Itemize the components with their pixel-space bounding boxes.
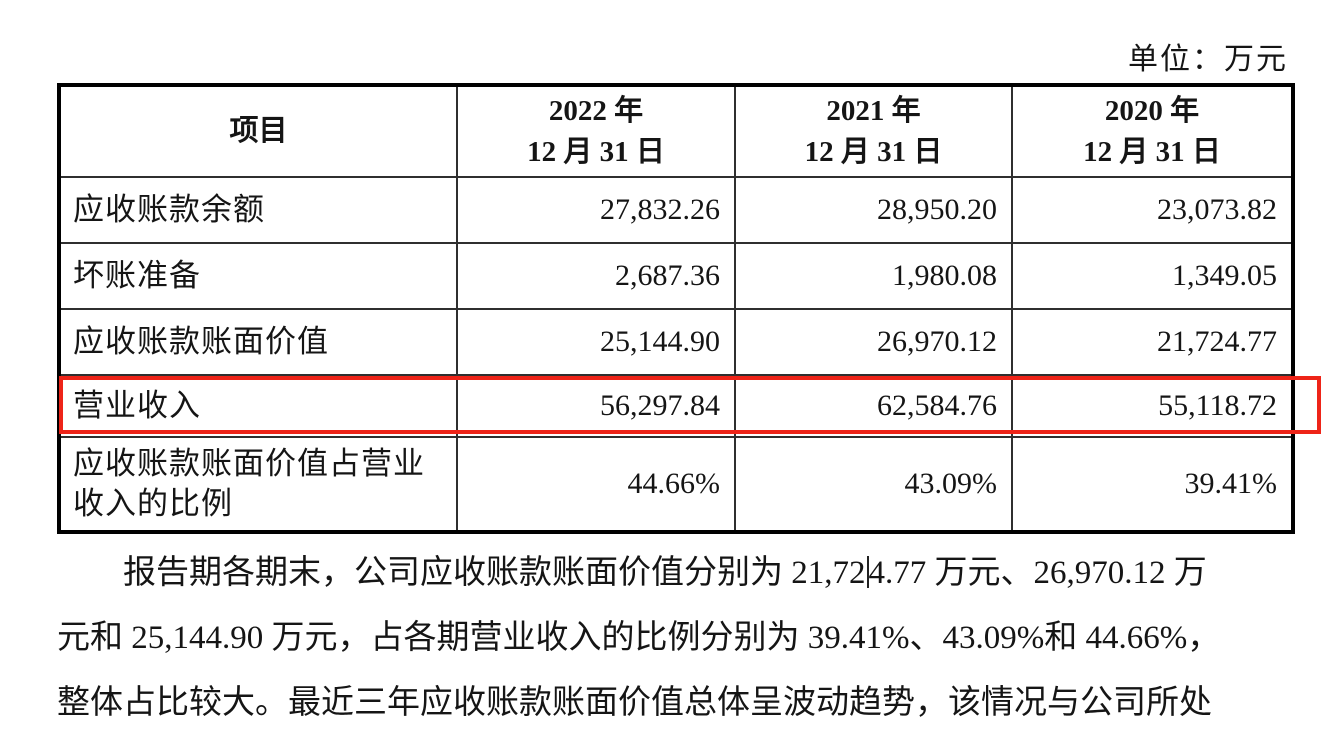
cell-value-2020: 23,073.82	[1011, 176, 1294, 245]
unit-label: 单位：万元	[1128, 43, 1288, 76]
col-header-2022: 2022 年 12 月 31 日	[456, 83, 736, 179]
col-header-2021: 2021 年 12 月 31 日	[734, 83, 1013, 179]
cell-value-2022: 27,832.26	[456, 176, 736, 245]
paragraph-line-1: 报告期各期末，公司应收账款账面价值分别为 21,724.77 万元、26,970…	[57, 541, 1297, 606]
cell-value-2021: 62,584.76	[734, 374, 1013, 439]
paragraph-line-2: 元和 25,144.90 万元，占各期营业收入的比例分别为 39.41%、43.…	[57, 620, 1221, 656]
cell-value-2022: 44.66%	[456, 436, 736, 533]
cell-value-2021: 43.09%	[734, 436, 1013, 533]
row-label: 应收账款账面价值	[58, 308, 458, 377]
cell-value-2020: 55,118.72	[1011, 374, 1294, 439]
table-row-receivables-book-value: 应收账款账面价值 25,144.90 26,970.12 21,724.77	[58, 308, 1294, 377]
table-row-ratio-to-revenue: 应收账款账面价值占营业 收入的比例 44.66% 43.09% 39.41%	[58, 436, 1294, 533]
cell-value-2020: 21,724.77	[1011, 308, 1294, 377]
cell-value-2021: 26,970.12	[734, 308, 1013, 377]
receivables-table: 项目 2022 年 12 月 31 日 2021 年 12 月 31 日 202…	[57, 83, 1295, 534]
row-label: 营业收入	[58, 374, 458, 439]
body-paragraph: 报告期各期末，公司应收账款账面价值分别为 21,724.77 万元、26,970…	[57, 541, 1297, 736]
table-row-bad-debt-provision: 坏账准备 2,687.36 1,980.08 1,349.05	[58, 242, 1294, 311]
table-row-operating-revenue: 营业收入 56,297.84 62,584.76 55,118.72	[58, 374, 1294, 439]
table-row-receivables-balance: 应收账款余额 27,832.26 28,950.20 23,073.82	[58, 176, 1294, 245]
row-label: 应收账款账面价值占营业 收入的比例	[58, 436, 458, 533]
cell-value-2022: 25,144.90	[456, 308, 736, 377]
col-header-item: 项目	[58, 83, 458, 179]
cell-value-2020: 1,349.05	[1011, 242, 1294, 311]
cell-value-2022: 2,687.36	[456, 242, 736, 311]
cell-value-2021: 28,950.20	[734, 176, 1013, 245]
row-label: 坏账准备	[58, 242, 458, 311]
paragraph-line-3: 整体占比较大。最近三年应收账款账面价值总体呈波动趋势，该情况与公司所处	[57, 685, 1212, 721]
text-cursor-icon	[866, 556, 869, 588]
row-label: 应收账款余额	[58, 176, 458, 245]
table-header-row: 项目 2022 年 12 月 31 日 2021 年 12 月 31 日 202…	[58, 83, 1294, 179]
cell-value-2021: 1,980.08	[734, 242, 1013, 311]
paragraph-text: 4.77 万元、26,970.12 万	[868, 555, 1207, 591]
paragraph-text: 报告期各期末，公司应收账款账面价值分别为 21,72	[123, 555, 866, 591]
col-header-2020: 2020 年 12 月 31 日	[1011, 83, 1294, 179]
cell-value-2022: 56,297.84	[456, 374, 736, 439]
cell-value-2020: 39.41%	[1011, 436, 1294, 533]
